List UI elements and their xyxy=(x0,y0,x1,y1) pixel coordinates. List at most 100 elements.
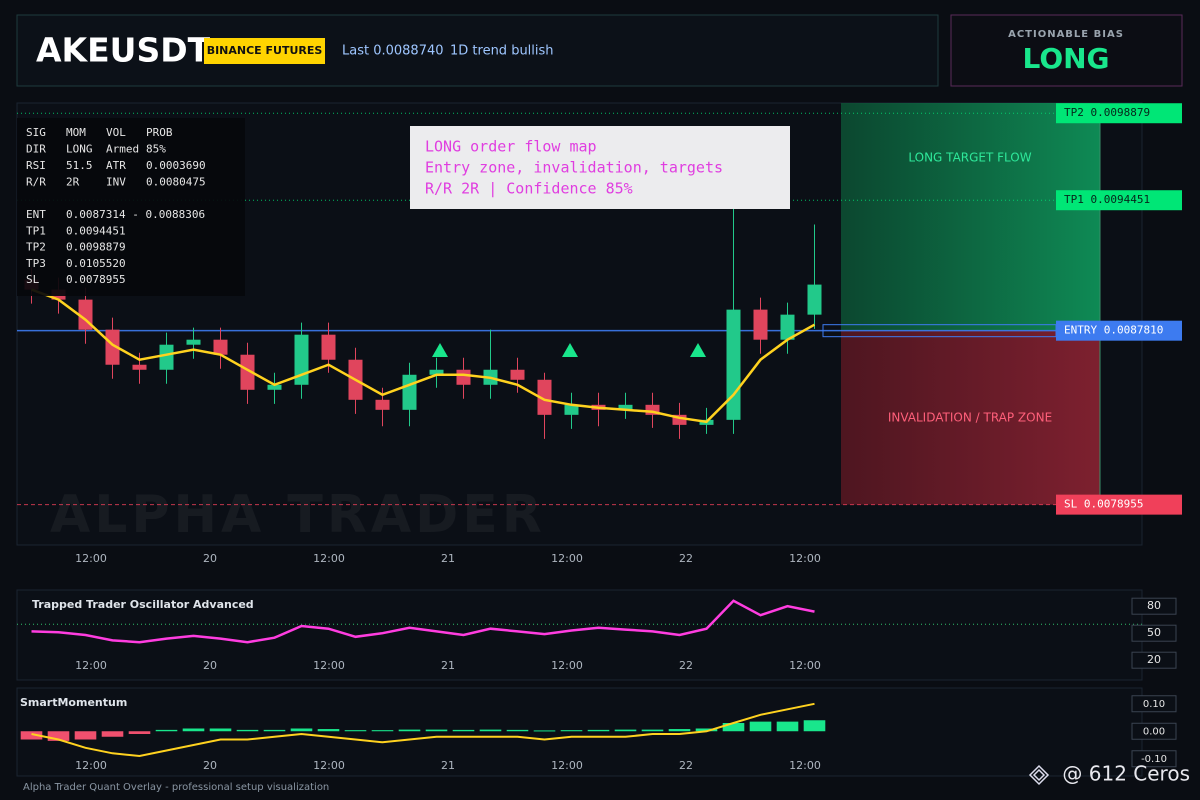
candle-body xyxy=(537,379,552,415)
exchange-badge xyxy=(204,38,325,64)
x-tick-label: 20 xyxy=(203,759,217,772)
info-level: 0.0087314 - 0.0088306 xyxy=(66,208,205,221)
candle-body xyxy=(159,344,174,370)
y-tick-box xyxy=(1131,651,1177,669)
x-tick-label: 21 xyxy=(441,552,455,565)
target-zone xyxy=(841,103,1100,331)
x-tick-label: 22 xyxy=(679,552,693,565)
signal-arrow xyxy=(690,343,706,357)
level-tag-label: TP1 0.0094451 xyxy=(1064,193,1150,206)
level-tag xyxy=(1056,320,1182,341)
y-tick-box xyxy=(1131,624,1177,642)
momentum-bar xyxy=(371,730,394,732)
x-tick-label: 12:00 xyxy=(551,552,583,565)
moving-average xyxy=(31,288,816,424)
x-tick-label: 20 xyxy=(203,552,217,565)
candle-body xyxy=(186,339,201,345)
candle-body xyxy=(456,369,471,385)
momentum-bar xyxy=(128,731,151,734)
annotation-line: LONG order flow map xyxy=(425,138,597,156)
candle-body xyxy=(672,414,687,425)
level-tag-label: TP2 0.0098879 xyxy=(1064,106,1150,119)
momentum-bar xyxy=(182,728,205,732)
level-tag-label: ENTRY 0.0087810 xyxy=(1064,324,1163,337)
info-level: 0.0094451 xyxy=(66,224,126,237)
candle-body xyxy=(510,369,525,380)
momentum-bar xyxy=(290,728,313,732)
momentum-bar xyxy=(155,729,178,732)
candle-body xyxy=(240,354,255,390)
invalidation-zone xyxy=(841,330,1100,505)
x-tick-label: 12:00 xyxy=(75,759,107,772)
momentum-bar xyxy=(47,731,70,741)
momentum-panel xyxy=(16,687,1143,777)
candle-body xyxy=(402,374,417,410)
x-tick-label: 20 xyxy=(203,659,217,672)
bias-label: ACTIONABLE BIAS xyxy=(1008,29,1124,40)
momentum-bar xyxy=(479,729,502,732)
level-tag xyxy=(1056,103,1182,124)
signal-arrow xyxy=(562,343,578,357)
annotation-line: R/R 2R | Confidence 85% xyxy=(425,180,633,198)
exchange: BINANCE FUTURES xyxy=(207,44,323,57)
candle-body xyxy=(645,404,660,415)
info-cell: 0.0003690 xyxy=(146,159,206,172)
candle-body xyxy=(726,309,741,420)
momentum-bar xyxy=(560,730,583,732)
momentum-bar xyxy=(695,728,718,732)
info-cell: LONG xyxy=(66,143,93,156)
x-tick-label: 22 xyxy=(679,759,693,772)
info-cell: 2R xyxy=(66,176,80,189)
momentum-bar xyxy=(803,720,826,732)
momentum-bar xyxy=(587,729,610,732)
x-tick-label: 21 xyxy=(441,759,455,772)
trend: 1D trend bullish xyxy=(450,44,554,59)
watermark: ALPHA TRADER xyxy=(50,485,546,545)
info-cell: RSI xyxy=(26,159,46,172)
momentum-bar xyxy=(425,729,448,732)
info-level: SL xyxy=(26,273,40,286)
momentum-bar xyxy=(20,731,43,740)
info-level: 0.0105520 xyxy=(66,257,126,270)
y-tick-label: 80 xyxy=(1147,599,1161,612)
annotation-line: Entry zone, invalidation, targets xyxy=(425,159,723,177)
target-zone-label: LONG TARGET FLOW xyxy=(908,151,1031,165)
momentum-bar xyxy=(263,729,286,732)
momentum-bar xyxy=(101,731,124,737)
momentum-line xyxy=(31,702,815,758)
x-tick-label: 21 xyxy=(441,659,455,672)
momentum-bar xyxy=(452,729,475,732)
info-level: 0.0078955 xyxy=(66,273,126,286)
info-cell: VOL xyxy=(106,126,126,139)
y-tick-box xyxy=(1131,695,1177,713)
x-tick-label: 12:00 xyxy=(75,659,107,672)
x-tick-label: 12:00 xyxy=(789,759,821,772)
momentum-bar xyxy=(344,730,367,732)
candle-body xyxy=(375,399,390,410)
invalidation-zone-label: INVALIDATION / TRAP ZONE xyxy=(888,411,1052,425)
footer: Alpha Trader Quant Overlay - professiona… xyxy=(23,782,329,793)
momentum-bar xyxy=(209,728,232,732)
y-tick-box xyxy=(1131,597,1177,615)
oscillator-panel xyxy=(16,589,1143,681)
info-cell: R/R xyxy=(26,176,46,189)
y-tick-label: 0.00 xyxy=(1143,726,1165,737)
last-price: Last 0.0088740 xyxy=(342,44,444,59)
candle-body xyxy=(807,284,822,315)
info-cell: 85% xyxy=(146,143,166,156)
chart-layer: ALPHA TRADER LONG TARGET FLOW INVALIDATION… xyxy=(17,103,1182,772)
candle-body xyxy=(105,329,120,365)
bias-box xyxy=(950,14,1183,87)
candle-body xyxy=(618,404,633,410)
momentum-bar xyxy=(506,729,529,732)
annotation-box xyxy=(410,126,790,209)
momentum-bar xyxy=(641,729,664,732)
momentum-bar xyxy=(533,730,556,732)
y-tick-box xyxy=(1131,722,1177,740)
momentum-bar xyxy=(236,729,259,732)
credit: @ 612 Ceros xyxy=(1062,762,1190,786)
info-level: 0.0098879 xyxy=(66,241,126,254)
candle-body xyxy=(564,404,579,415)
x-tick-label: 12:00 xyxy=(313,552,345,565)
